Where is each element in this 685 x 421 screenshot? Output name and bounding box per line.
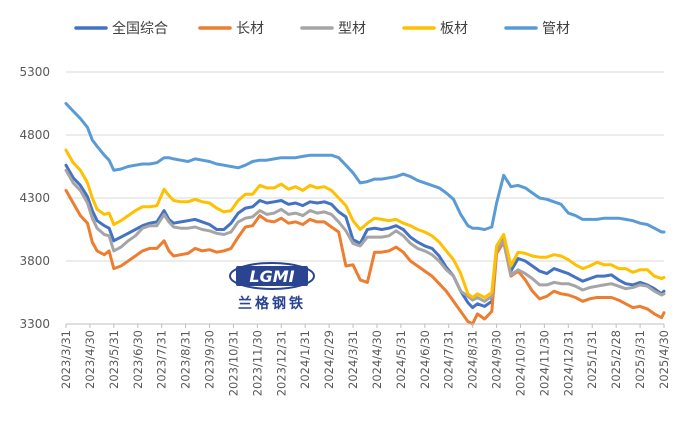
x-tick-label: 2023/12/31	[274, 330, 288, 396]
x-tick-label: 2024/9/30	[490, 330, 504, 389]
x-tick-label: 2023/11/30	[250, 330, 264, 396]
x-tick-label: 2024/11/30	[537, 330, 551, 396]
x-tick-label: 2023/6/30	[131, 330, 145, 389]
x-tick-label: 2023/5/31	[107, 330, 121, 389]
y-tick-label: 5300	[19, 65, 50, 79]
series-lines	[64, 102, 666, 326]
legend-label: 板材	[440, 21, 468, 37]
legend-item: 型材	[300, 21, 366, 37]
x-tick-label: 2025/4/30	[657, 330, 671, 389]
legend-item: 长材	[198, 21, 264, 37]
y-tick-label: 3300	[19, 317, 50, 331]
x-tick-label: 2025/2/28	[609, 330, 623, 389]
y-tick-label: 4300	[19, 191, 50, 205]
legend-label: 管材	[542, 21, 570, 37]
axes: 3300 3800 4300 4800 5300 2023/3/31 2023/4/30 20…	[19, 65, 671, 396]
x-tick-label: 2024/5/31	[394, 330, 408, 389]
series-line-4	[64, 148, 666, 299]
legend: 全国综合 长材 型材 板材 管材	[74, 20, 570, 37]
logo-caption: 兰格钢铁	[238, 295, 306, 312]
x-tick-label: 2023/8/31	[179, 330, 193, 389]
legend-item: 管材	[504, 21, 570, 37]
x-tick-label: 2024/6/30	[418, 330, 432, 389]
watermark-logo: LGMI 兰格钢铁	[229, 262, 315, 312]
series-line-5	[64, 102, 666, 234]
legend-label: 全国综合	[112, 20, 168, 37]
y-tick-label: 3800	[19, 254, 50, 268]
legend-label: 型材	[338, 21, 366, 37]
x-tick-label: 2024/3/31	[346, 330, 360, 389]
x-tick-label: 2023/9/30	[203, 330, 217, 389]
x-tick-label: 2025/3/31	[633, 330, 647, 389]
series-line-2	[64, 188, 666, 326]
series-line-3	[64, 168, 666, 303]
x-tick-label: 2024/2/29	[322, 330, 336, 389]
legend-label: 长材	[236, 21, 264, 37]
x-tick-label: 2023/7/31	[155, 330, 169, 389]
x-tick-label: 2024/10/31	[513, 330, 527, 396]
x-tick-label: 2024/4/30	[370, 330, 384, 389]
x-tick-label: 2024/7/31	[442, 330, 456, 389]
x-tick-label: 2023/10/31	[226, 330, 240, 396]
series-line-1	[64, 163, 666, 310]
lgmi-logo-icon: LGMI 兰格钢铁	[229, 262, 315, 312]
legend-item: 板材	[402, 21, 468, 37]
x-tick-label: 2024/1/31	[298, 330, 312, 389]
x-tick-label: 2024/8/31	[466, 330, 480, 389]
y-tick-label: 4800	[19, 128, 50, 142]
legend-item: 全国综合	[74, 20, 168, 37]
logo-text: LGMI	[249, 267, 294, 286]
x-tick-label: 2023/4/30	[83, 330, 97, 389]
x-tick-label: 2023/3/31	[59, 330, 73, 389]
x-tick-label: 2024/12/31	[561, 330, 575, 396]
x-tick-label: 2025/1/31	[585, 330, 599, 389]
